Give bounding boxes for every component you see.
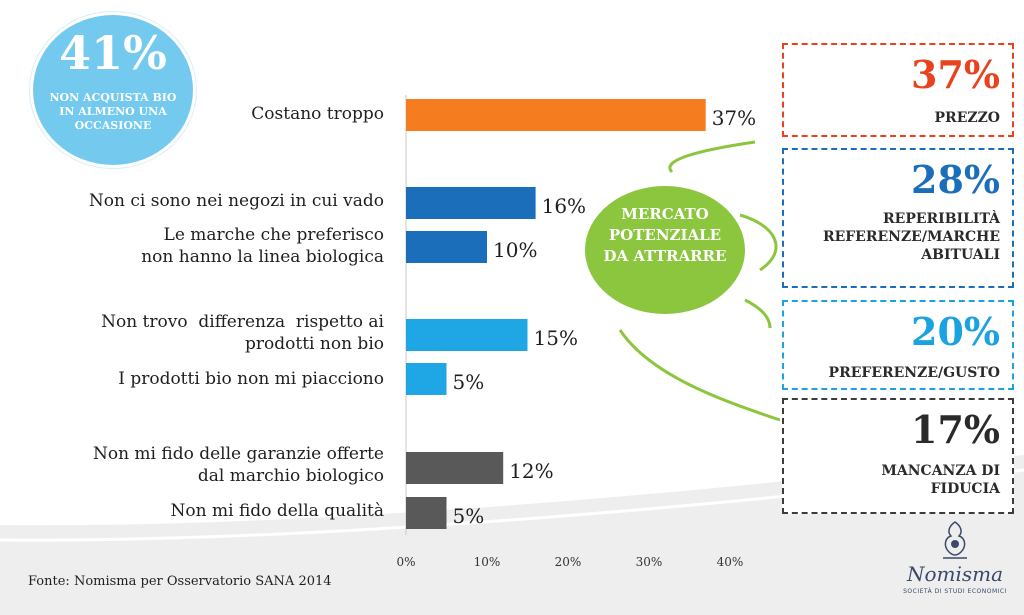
category-label: Non trovo differenza rispetto ai prodotti… xyxy=(101,311,384,355)
category-label-line: Non mi fido delle garanzie offerte xyxy=(92,444,384,464)
group-label: PREZZO xyxy=(934,110,1000,126)
badge-text: NON ACQUISTA BIO IN ALMENO UNA OCCASIONE xyxy=(49,91,177,132)
group-label: MANCANZA DI FIDUCIA xyxy=(881,463,1000,497)
category-label: Non mi fido della qualità xyxy=(171,500,384,522)
nomisma-logo: Nomisma SOCIETÀ DI STUDI ECONOMICI xyxy=(900,520,1010,605)
value-label-6: 5% xyxy=(453,504,485,528)
group-box-prezzo: 37% PREZZO xyxy=(782,43,1014,137)
bar-3 xyxy=(406,319,528,351)
bottom-band xyxy=(0,455,1024,615)
bar-4 xyxy=(406,363,447,395)
bar-5 xyxy=(406,452,504,484)
x-tick-label: 0% xyxy=(396,555,415,569)
category-label: Costano troppo xyxy=(251,103,384,125)
category-label-line: dal marchio biologico xyxy=(197,466,384,486)
group-percent: 37% xyxy=(911,52,1000,97)
connector-preferenze xyxy=(744,298,772,329)
category-label-line: Non ci sono nei negozi in cui vado xyxy=(88,191,384,211)
non-acquista-badge: 41% NON ACQUISTA BIO IN ALMENO UNA OCCAS… xyxy=(30,12,196,168)
category-label: I prodotti bio non mi piacciono xyxy=(118,368,384,390)
group-percent: 20% xyxy=(911,309,1000,354)
logo-name: Nomisma xyxy=(906,562,1004,586)
category-label-line: prodotti non bio xyxy=(245,334,384,354)
category-label-line: Costano troppo xyxy=(251,104,384,124)
value-label-2: 10% xyxy=(493,238,537,262)
x-tick-label: 20% xyxy=(555,555,582,569)
category-label: Non ci sono nei negozi in cui vado xyxy=(89,190,384,212)
value-label-3: 15% xyxy=(534,326,578,350)
bar-0 xyxy=(406,99,706,131)
group-box-preferenze: 20% PREFERENZE/GUSTO xyxy=(782,300,1014,390)
x-tick-label: 40% xyxy=(717,555,744,569)
group-percent: 28% xyxy=(911,157,1000,202)
group-label: REPERIBILITÀ REFERENZE/MARCHE ABITUALI xyxy=(822,211,1000,263)
bar-6 xyxy=(406,497,447,529)
category-label: Non mi fido delle garanzie offerte dal ma… xyxy=(93,443,384,487)
category-label-line: I prodotti bio non mi piacciono xyxy=(118,369,384,389)
connector-fiducia xyxy=(618,329,781,422)
group-box-reperibilita: 28% REPERIBILITÀ REFERENZE/MARCHE ABITUA… xyxy=(782,148,1014,288)
bar-2 xyxy=(406,231,487,263)
category-label-line: Non mi fido della qualità xyxy=(170,501,384,521)
group-box-fiducia: 17% MANCANZA DI FIDUCIA xyxy=(782,398,1014,514)
value-label-0: 37% xyxy=(712,106,756,130)
source-note: Fonte: Nomisma per Osservatorio SANA 201… xyxy=(28,574,332,589)
logo-subtitle: SOCIETÀ DI STUDI ECONOMICI xyxy=(903,588,1007,595)
group-percent: 17% xyxy=(911,407,1000,452)
connector-reperibilita xyxy=(739,213,778,272)
badge-percent: 41% xyxy=(59,26,167,80)
connector-prezzo xyxy=(668,140,756,174)
bar-1 xyxy=(406,187,536,219)
group-label: PREFERENZE/GUSTO xyxy=(828,365,1000,381)
value-label-5: 12% xyxy=(509,459,553,483)
value-label-4: 5% xyxy=(453,370,485,394)
category-label: Le marche che preferisco non hanno la lin… xyxy=(141,224,384,268)
mercato-potenziale-circle: MERCATO POTENZIALE DA ATTRARRE xyxy=(585,186,745,314)
category-label-line: non hanno la linea biologica xyxy=(141,247,384,267)
logo-emblem-icon xyxy=(943,521,967,559)
value-label-1: 16% xyxy=(542,194,586,218)
category-label-line: Le marche che preferisco xyxy=(163,225,384,245)
x-tick-label: 30% xyxy=(636,555,663,569)
x-tick-label: 10% xyxy=(474,555,501,569)
category-label-line: Non trovo differenza rispetto ai xyxy=(101,312,384,332)
mercato-text: MERCATO POTENZIALE DA ATTRARRE xyxy=(603,205,727,265)
